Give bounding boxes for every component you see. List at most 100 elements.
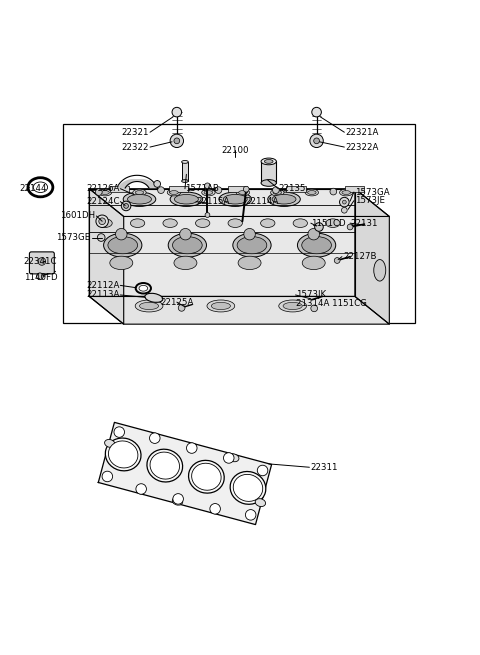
Ellipse shape xyxy=(181,179,188,183)
Circle shape xyxy=(124,204,129,208)
Text: 22322: 22322 xyxy=(121,143,149,151)
Ellipse shape xyxy=(239,191,247,195)
Ellipse shape xyxy=(305,189,319,196)
Ellipse shape xyxy=(105,438,141,471)
Ellipse shape xyxy=(192,463,221,490)
Ellipse shape xyxy=(237,236,267,253)
Ellipse shape xyxy=(33,182,48,193)
Circle shape xyxy=(97,234,105,241)
Circle shape xyxy=(173,494,183,504)
Circle shape xyxy=(170,134,183,147)
Text: 22322A: 22322A xyxy=(345,143,379,151)
Ellipse shape xyxy=(268,192,300,206)
Ellipse shape xyxy=(298,233,336,257)
Ellipse shape xyxy=(223,195,247,204)
Circle shape xyxy=(311,305,318,312)
Bar xyxy=(181,162,188,181)
Ellipse shape xyxy=(123,192,156,206)
Ellipse shape xyxy=(207,300,235,312)
Ellipse shape xyxy=(131,219,145,227)
Circle shape xyxy=(210,504,220,514)
Text: 21314A 1151CG: 21314A 1151CG xyxy=(297,299,367,308)
Circle shape xyxy=(187,443,197,453)
Ellipse shape xyxy=(261,179,276,186)
Ellipse shape xyxy=(150,452,180,479)
Ellipse shape xyxy=(145,293,163,303)
Circle shape xyxy=(224,453,234,463)
Ellipse shape xyxy=(174,256,197,270)
Circle shape xyxy=(347,224,353,230)
Bar xyxy=(261,161,276,183)
Circle shape xyxy=(339,197,349,207)
Circle shape xyxy=(215,187,222,193)
Circle shape xyxy=(330,188,336,195)
Text: 1573GA: 1573GA xyxy=(355,187,389,196)
Ellipse shape xyxy=(255,498,265,506)
Circle shape xyxy=(315,223,323,231)
Circle shape xyxy=(96,215,108,227)
Text: 22311: 22311 xyxy=(311,462,338,472)
Circle shape xyxy=(116,229,127,240)
Ellipse shape xyxy=(279,300,307,312)
Ellipse shape xyxy=(167,189,180,196)
Circle shape xyxy=(180,229,191,240)
Ellipse shape xyxy=(168,233,206,257)
Ellipse shape xyxy=(170,192,203,206)
Text: 22321: 22321 xyxy=(121,128,149,137)
Ellipse shape xyxy=(202,189,215,196)
Ellipse shape xyxy=(238,256,261,270)
Circle shape xyxy=(334,257,340,263)
Ellipse shape xyxy=(101,191,109,195)
Ellipse shape xyxy=(271,189,284,196)
Ellipse shape xyxy=(219,192,252,206)
Ellipse shape xyxy=(233,233,271,257)
Text: 1601DH: 1601DH xyxy=(60,212,96,221)
Circle shape xyxy=(96,189,102,195)
Circle shape xyxy=(154,181,160,187)
Circle shape xyxy=(244,229,255,240)
Text: 1571AB: 1571AB xyxy=(185,184,219,193)
Ellipse shape xyxy=(139,286,148,291)
Text: 22127B: 22127B xyxy=(343,252,376,261)
Ellipse shape xyxy=(293,219,308,227)
Text: 22114A: 22114A xyxy=(246,197,279,206)
Ellipse shape xyxy=(172,497,183,505)
FancyBboxPatch shape xyxy=(29,252,54,274)
Ellipse shape xyxy=(172,236,202,253)
Text: 22124C: 22124C xyxy=(86,197,120,206)
Ellipse shape xyxy=(261,219,275,227)
Ellipse shape xyxy=(272,195,296,204)
Bar xyxy=(110,186,129,191)
Ellipse shape xyxy=(104,233,142,257)
Text: 22125A: 22125A xyxy=(160,297,193,307)
Ellipse shape xyxy=(261,158,276,165)
Circle shape xyxy=(312,107,322,117)
Circle shape xyxy=(36,273,43,280)
Text: 1151CD: 1151CD xyxy=(311,219,346,228)
Text: 1140FD: 1140FD xyxy=(24,272,57,282)
Ellipse shape xyxy=(283,303,302,310)
Ellipse shape xyxy=(133,189,146,196)
Circle shape xyxy=(174,138,180,143)
Circle shape xyxy=(308,229,320,240)
Polygon shape xyxy=(98,422,272,525)
Ellipse shape xyxy=(108,441,138,468)
Ellipse shape xyxy=(230,472,266,504)
Ellipse shape xyxy=(374,259,386,281)
Ellipse shape xyxy=(105,440,115,447)
Text: 22126A: 22126A xyxy=(86,184,120,193)
Ellipse shape xyxy=(174,195,198,204)
Ellipse shape xyxy=(264,160,273,163)
Circle shape xyxy=(243,186,249,192)
Circle shape xyxy=(273,187,279,193)
Ellipse shape xyxy=(163,219,177,227)
Ellipse shape xyxy=(135,300,163,312)
Text: 22131: 22131 xyxy=(350,219,378,228)
Ellipse shape xyxy=(228,219,242,227)
Circle shape xyxy=(38,257,46,265)
Bar xyxy=(168,186,188,191)
Circle shape xyxy=(257,465,268,476)
Circle shape xyxy=(245,510,256,520)
Text: 22112A: 22112A xyxy=(86,281,120,290)
Text: 22135: 22135 xyxy=(278,184,306,193)
